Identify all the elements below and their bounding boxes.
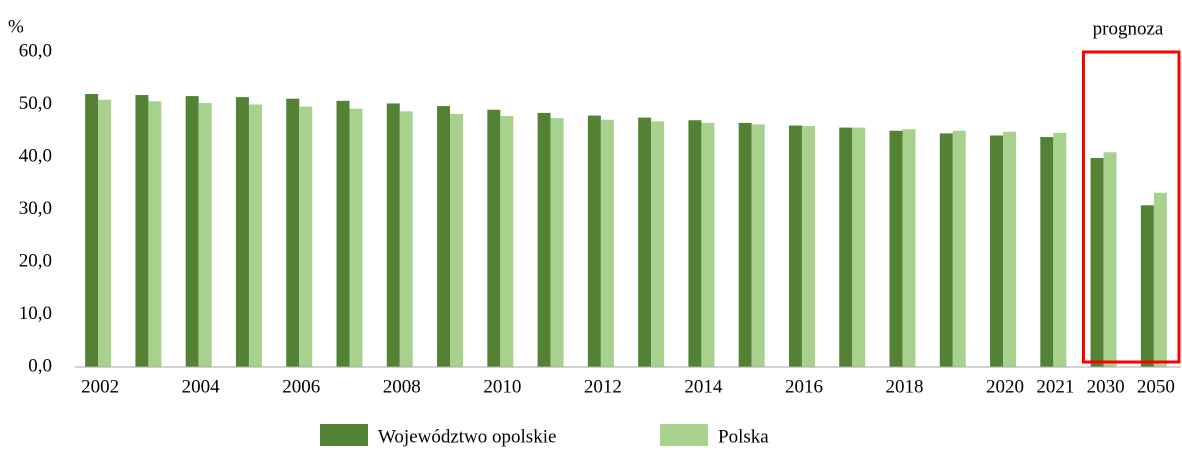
x-tick-label: 2030 (1087, 376, 1125, 397)
bar (235, 97, 249, 368)
bar (500, 116, 514, 367)
legend-swatch (320, 424, 368, 446)
bar (386, 103, 400, 367)
bar (1040, 137, 1054, 367)
bar (299, 106, 313, 367)
x-tick-label: 2002 (81, 376, 119, 397)
y-tick-label: 40,0 (19, 145, 52, 166)
legend-label: Województwo opolskie (378, 426, 556, 447)
bar (990, 135, 1004, 367)
bar (651, 121, 665, 367)
bar (487, 109, 501, 367)
bar (751, 124, 765, 367)
bar (939, 133, 953, 367)
bar (1053, 132, 1067, 367)
y-tick-label: 30,0 (19, 198, 52, 219)
bar (135, 95, 149, 368)
bar (839, 127, 853, 367)
unit-label: % (8, 16, 24, 37)
legend-swatch (660, 424, 708, 446)
x-tick-label: 2006 (282, 376, 320, 397)
x-tick-label: 2050 (1137, 376, 1175, 397)
x-tick-label: 2008 (383, 376, 421, 397)
bar (889, 130, 903, 367)
y-tick-label: 60,0 (19, 40, 52, 61)
bar (537, 112, 551, 368)
bar (902, 129, 916, 367)
x-tick-label: 2020 (986, 376, 1024, 397)
x-tick-label: 2004 (182, 376, 221, 397)
bar (198, 102, 212, 368)
x-tick-label: 2021 (1036, 376, 1074, 397)
y-tick-label: 10,0 (19, 303, 52, 324)
bar (98, 99, 112, 368)
y-tick-label: 50,0 (19, 93, 52, 114)
forecast-box (1081, 50, 1181, 364)
bar (248, 104, 262, 367)
bar (148, 101, 162, 367)
bar (688, 120, 702, 367)
bar (85, 94, 99, 367)
bar (450, 113, 464, 367)
bar (1140, 205, 1154, 367)
bar (437, 106, 451, 367)
x-tick-label: 2010 (483, 376, 521, 397)
bar (286, 98, 300, 367)
annotation: prognoza (1093, 18, 1164, 39)
x-tick-label: 2018 (886, 376, 924, 397)
bar (1153, 192, 1167, 367)
x-tick-label: 2012 (584, 376, 622, 397)
bar (852, 127, 866, 367)
bar (185, 96, 199, 367)
bar (550, 118, 564, 368)
bar (399, 111, 413, 367)
bar (587, 115, 601, 368)
bar (638, 117, 652, 367)
bar (1003, 131, 1017, 367)
bar (336, 100, 350, 367)
bar (738, 122, 752, 367)
bar (349, 108, 363, 367)
legend-label: Polska (718, 426, 769, 447)
bar (600, 119, 614, 367)
bar (1103, 152, 1117, 367)
x-tick-label: 2014 (684, 376, 723, 397)
bar (1090, 158, 1104, 367)
bar (801, 126, 815, 368)
bar (788, 125, 802, 367)
bar (701, 122, 715, 367)
bar (952, 130, 966, 367)
y-tick-label: 20,0 (19, 250, 52, 271)
x-tick-label: 2016 (785, 376, 823, 397)
y-tick-label: 0,0 (28, 355, 52, 376)
